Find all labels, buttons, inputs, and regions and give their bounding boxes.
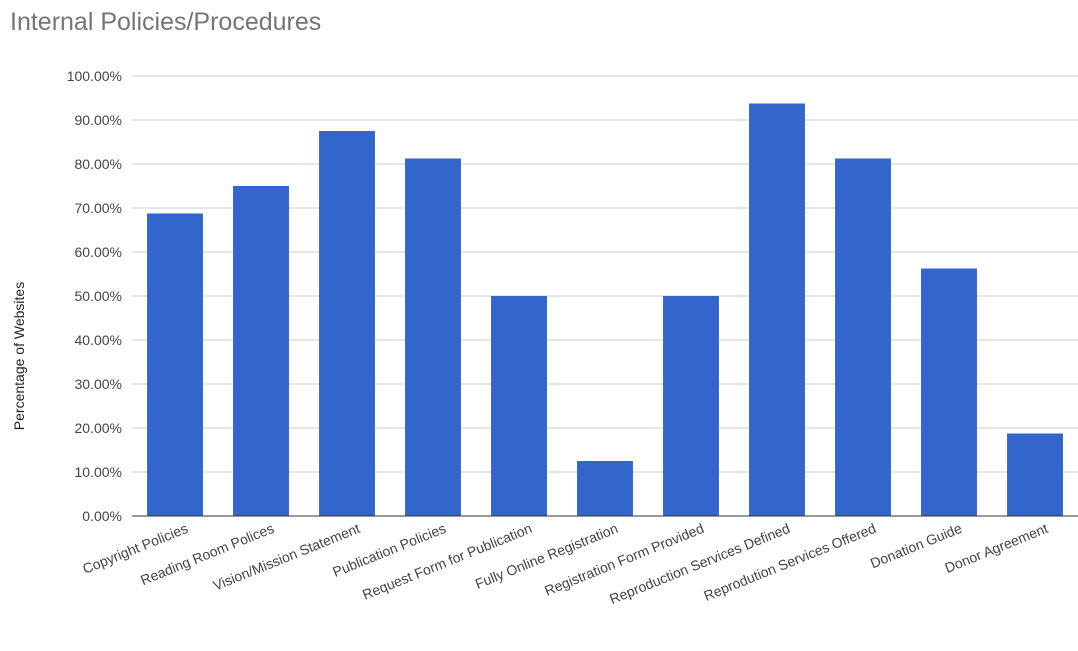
y-tick-label: 0.00%: [82, 508, 122, 524]
y-tick-label: 60.00%: [75, 244, 122, 260]
y-tick-label: 70.00%: [75, 200, 122, 216]
bar: [921, 268, 977, 516]
bar: [835, 158, 891, 516]
bar: [577, 461, 633, 516]
y-tick-label: 50.00%: [75, 288, 122, 304]
y-axis-label: Percentage of Websites: [11, 282, 27, 430]
bar: [405, 158, 461, 516]
bar: [233, 186, 289, 516]
y-tick-label: 90.00%: [75, 112, 122, 128]
bar: [319, 131, 375, 516]
bar: [749, 103, 805, 516]
bar: [147, 213, 203, 516]
x-tick-label: Vision/Mission Statement: [211, 520, 363, 594]
y-tick-label: 20.00%: [75, 420, 122, 436]
y-tick-label: 30.00%: [75, 376, 122, 392]
bar: [491, 296, 547, 516]
y-tick-label: 80.00%: [75, 156, 122, 172]
y-tick-labels: 0.00% 10.00% 20.00% 30.00% 40.00% 50.00% 60.00…: [67, 68, 122, 524]
bar: [1007, 433, 1063, 516]
y-tick-label: 10.00%: [75, 464, 122, 480]
bars: [147, 103, 1063, 516]
chart-title: Internal Policies/Procedures: [10, 8, 322, 36]
y-tick-label: 100.00%: [67, 68, 122, 84]
y-tick-label: 40.00%: [75, 332, 122, 348]
bar: [663, 296, 719, 516]
gridlines: [132, 75, 1078, 473]
